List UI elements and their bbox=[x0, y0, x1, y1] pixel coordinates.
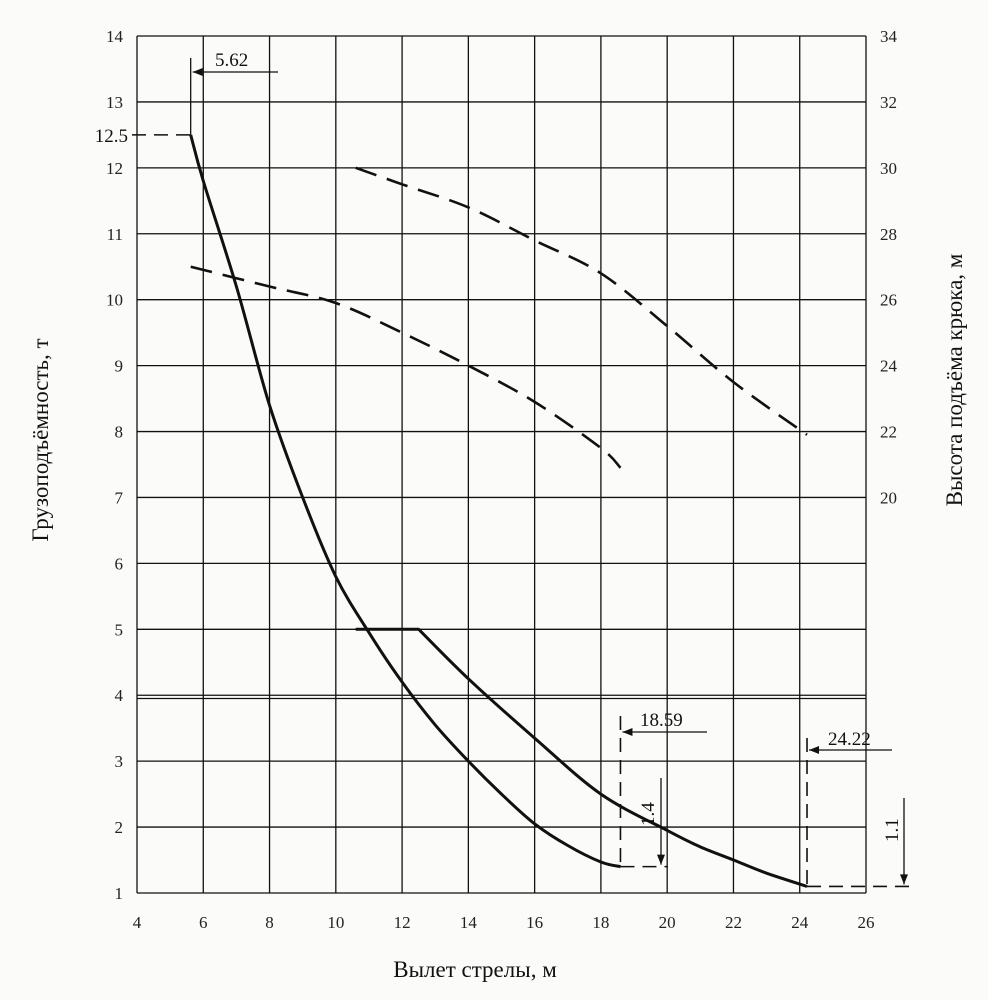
x-tick-label: 6 bbox=[199, 913, 208, 932]
x-tick-label: 10 bbox=[327, 913, 344, 932]
x-tick-label: 24 bbox=[791, 913, 809, 932]
y-right-tick-label: 28 bbox=[880, 225, 897, 244]
y-left-tick-label: 12 bbox=[106, 159, 123, 178]
x-tick-label: 4 bbox=[133, 913, 142, 932]
short-boom-min-capacity-label: 1.4 bbox=[638, 802, 659, 826]
y-right-axis-title: Высота подъёма крюка, м bbox=[942, 253, 967, 506]
y-right-tick-label: 34 bbox=[880, 27, 898, 46]
y-left-tick-label: 2 bbox=[115, 818, 124, 837]
series-capacity-short-boom bbox=[189, 134, 621, 869]
max-capacity-label: 12.5 bbox=[95, 126, 128, 147]
long-boom-max-radius-label: 24.22 bbox=[828, 729, 871, 750]
series-hook-height-short-boom bbox=[190, 265, 622, 469]
y-right-tick-label: 22 bbox=[880, 423, 897, 442]
x-tick-label: 22 bbox=[725, 913, 742, 932]
series-hook-height-long-boom bbox=[355, 166, 808, 436]
min-radius-arrow bbox=[192, 68, 203, 76]
long-boom-min-capacity-label: 1.1 bbox=[882, 818, 903, 842]
x-tick-label: 8 bbox=[265, 913, 274, 932]
tick-labels: 4 6 8 10 12 14 16 18 20 22 24 261234567891011121314… bbox=[106, 27, 898, 932]
curves bbox=[189, 134, 808, 888]
y-left-tick-label: 8 bbox=[115, 423, 124, 442]
y-right-tick-label: 26 bbox=[880, 291, 897, 310]
y-left-tick-label: 13 bbox=[106, 93, 123, 112]
y-left-tick-label: 7 bbox=[115, 488, 124, 507]
x-tick-label: 16 bbox=[526, 913, 543, 932]
y-left-tick-label: 1 bbox=[115, 884, 124, 903]
x-tick-label: 18 bbox=[592, 913, 609, 932]
y-left-tick-label: 14 bbox=[106, 27, 124, 46]
y-left-axis-title: Грузоподъёмность, т bbox=[28, 338, 53, 541]
x-tick-label: 14 bbox=[460, 913, 478, 932]
short-boom-max-radius-arrow bbox=[622, 728, 633, 736]
long-boom-max-radius-arrow bbox=[809, 746, 820, 754]
x-tick-label: 26 bbox=[858, 913, 875, 932]
y-right-tick-label: 30 bbox=[880, 159, 897, 178]
short-boom-min-capacity-arrow bbox=[657, 854, 665, 865]
y-left-tick-label: 6 bbox=[115, 554, 124, 573]
y-left-tick-label: 3 bbox=[115, 752, 124, 771]
y-left-tick-label: 11 bbox=[107, 225, 123, 244]
x-tick-label: 20 bbox=[659, 913, 676, 932]
y-right-tick-label: 32 bbox=[880, 93, 897, 112]
series-capacity-long-boom bbox=[355, 627, 808, 888]
y-left-tick-label: 5 bbox=[115, 620, 124, 639]
x-tick-label: 12 bbox=[394, 913, 411, 932]
short-boom-max-radius-label: 18.59 bbox=[640, 710, 683, 731]
annotations: 5.62 12.5 18.59 24.22 1.4 1.1 bbox=[95, 50, 912, 888]
x-axis-title: Вылет стрелы, м bbox=[393, 957, 557, 982]
y-left-tick-label: 4 bbox=[115, 686, 124, 705]
grid bbox=[136, 35, 867, 894]
y-left-tick-label: 10 bbox=[106, 291, 123, 310]
y-right-tick-label: 24 bbox=[880, 357, 898, 376]
y-left-tick-label: 9 bbox=[115, 357, 124, 376]
long-boom-min-capacity-arrow bbox=[900, 874, 908, 885]
y-right-tick-label: 20 bbox=[880, 488, 897, 507]
min-radius-label: 5.62 bbox=[215, 50, 248, 71]
